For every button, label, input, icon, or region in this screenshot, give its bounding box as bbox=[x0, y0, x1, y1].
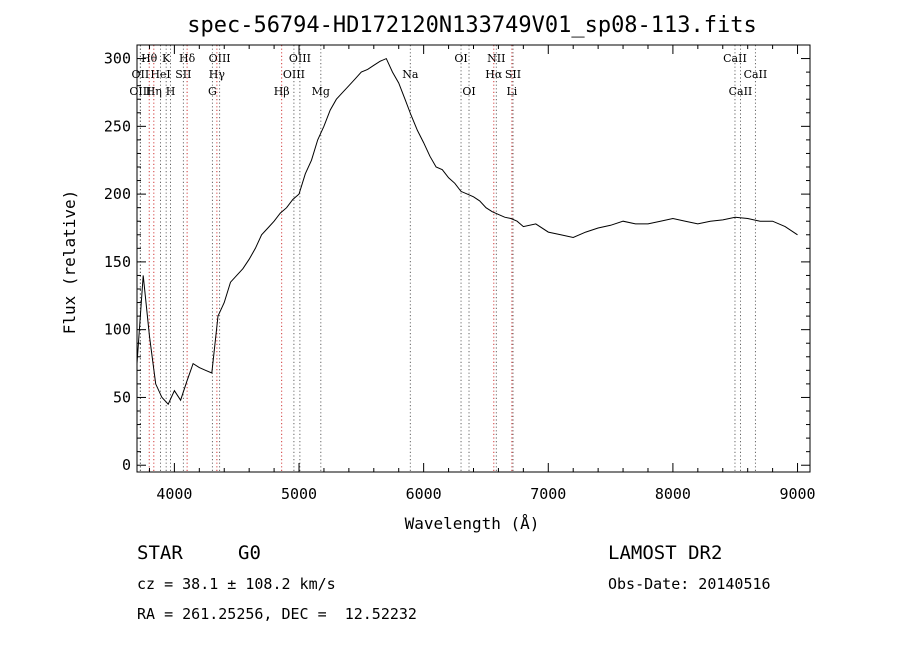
x-axis-label: Wavelength (Å) bbox=[405, 514, 540, 533]
y-tick-label: 0 bbox=[122, 456, 131, 474]
spectral-line-label: CaII bbox=[723, 52, 747, 65]
spectral-line-label: Hη bbox=[146, 85, 162, 98]
chart-title: spec-56794-HD172120N133749V01_sp08-113.f… bbox=[187, 13, 757, 38]
spectral-line-label: OI bbox=[462, 85, 475, 98]
object-subclass: G0 bbox=[238, 542, 261, 564]
spectrum-line bbox=[136, 57, 798, 406]
y-tick-label: 300 bbox=[104, 50, 131, 68]
spectral-line-label: Hα bbox=[485, 68, 503, 81]
x-tick-label: 7000 bbox=[530, 485, 566, 503]
coordinates: RA = 261.25256, DEC = 12.52232 bbox=[137, 605, 417, 623]
y-axis-label: Flux (relative) bbox=[60, 190, 79, 335]
spectral-line-label: Hδ bbox=[179, 52, 196, 65]
spectral-line-label: Li bbox=[506, 85, 517, 98]
spectral-line-label: OIII bbox=[283, 68, 305, 81]
redshift-cz: cz = 38.1 ± 108.2 km/s bbox=[137, 575, 336, 593]
x-tick-label: 5000 bbox=[281, 485, 317, 503]
spectral-line-label: G bbox=[208, 85, 217, 98]
observation-date: Obs-Date: 20140516 bbox=[608, 575, 771, 593]
object-class: STAR bbox=[137, 542, 183, 564]
y-tick-label: 150 bbox=[104, 253, 131, 271]
y-tick-label: 200 bbox=[104, 185, 131, 203]
spectral-line-label: Hθ bbox=[141, 52, 158, 65]
spectral-line-label: H bbox=[166, 85, 176, 98]
spectral-line-label: K bbox=[162, 52, 171, 65]
spectral-line-label: Hγ bbox=[209, 68, 226, 81]
spectral-line-label: OIII bbox=[289, 52, 311, 65]
plot-frame bbox=[136, 44, 811, 473]
spectral-line-label: HeI bbox=[150, 68, 170, 81]
y-tick-label: 50 bbox=[113, 388, 131, 406]
spectral-line-label: CaII bbox=[744, 68, 768, 81]
spectral-line-label: Mg bbox=[312, 85, 330, 98]
x-tick-label: 4000 bbox=[156, 485, 192, 503]
y-tick-label: 250 bbox=[104, 117, 131, 135]
spectral-line-label: Hβ bbox=[274, 85, 290, 98]
x-tick-label: 8000 bbox=[655, 485, 691, 503]
survey-name: LAMOST DR2 bbox=[608, 542, 723, 564]
spectral-line-label: OI bbox=[454, 52, 467, 65]
spectral-line-label: CaII bbox=[729, 85, 753, 98]
spectral-line-label: OIII bbox=[209, 52, 231, 65]
spectral-line-label: OIII bbox=[129, 85, 151, 98]
x-tick-label: 9000 bbox=[779, 485, 815, 503]
spectral-line-label: SII bbox=[505, 68, 521, 81]
x-tick-label: 6000 bbox=[406, 485, 442, 503]
spectral-line-label: Na bbox=[402, 68, 419, 81]
spectral-line-label: SII bbox=[175, 68, 191, 81]
y-tick-label: 100 bbox=[104, 321, 131, 339]
spectral-line-label: NII bbox=[487, 52, 505, 65]
